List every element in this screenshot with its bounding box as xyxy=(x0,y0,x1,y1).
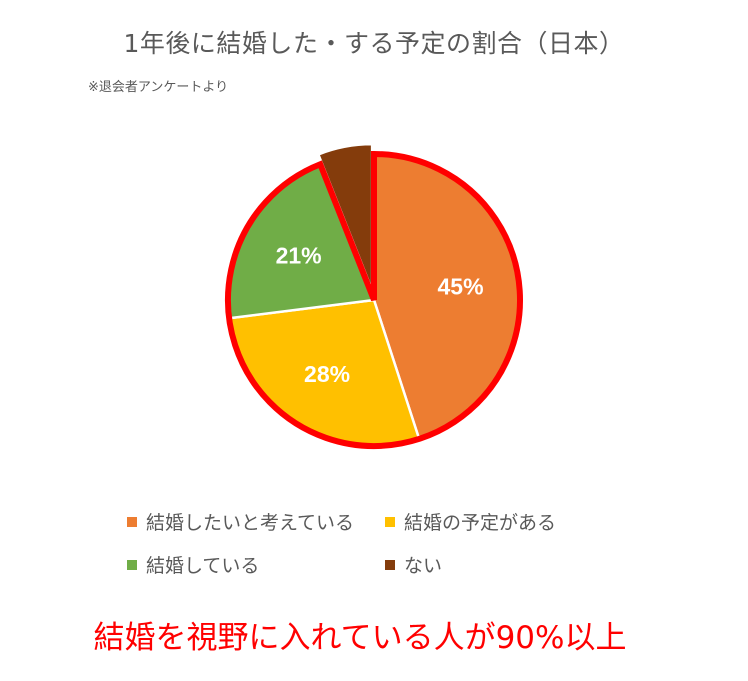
footnote: 結婚を視野に入れている人が90%以上 xyxy=(93,620,627,656)
legend-item-married: 結婚している xyxy=(127,551,259,578)
pie-chart: 45% 28% 21% xyxy=(225,142,523,449)
chart-title: 1年後に結婚した・する予定の割合（日本） xyxy=(123,29,625,58)
data-label-1: 45% xyxy=(437,273,483,299)
legend-item-plans-to-marry: 結婚の予定がある xyxy=(385,508,556,535)
data-label-2: 28% xyxy=(304,361,350,387)
data-label-3: 21% xyxy=(276,242,322,268)
legend-swatch xyxy=(127,559,137,570)
legend-swatch xyxy=(127,516,137,527)
legend-label: 結婚したいと考えている xyxy=(146,512,355,534)
chart-subtitle: ※退会者アンケートより xyxy=(88,80,229,95)
highlight-outline xyxy=(225,150,523,449)
legend-swatch xyxy=(385,516,395,527)
legend-item-none: ない xyxy=(385,551,442,578)
legend-item-wants-to-marry: 結婚したいと考えている xyxy=(127,508,354,535)
legend-swatch xyxy=(385,559,395,570)
legend-label: ない xyxy=(404,555,443,577)
legend-label: 結婚の予定がある xyxy=(404,512,557,534)
legend-label: 結婚している xyxy=(146,555,260,577)
